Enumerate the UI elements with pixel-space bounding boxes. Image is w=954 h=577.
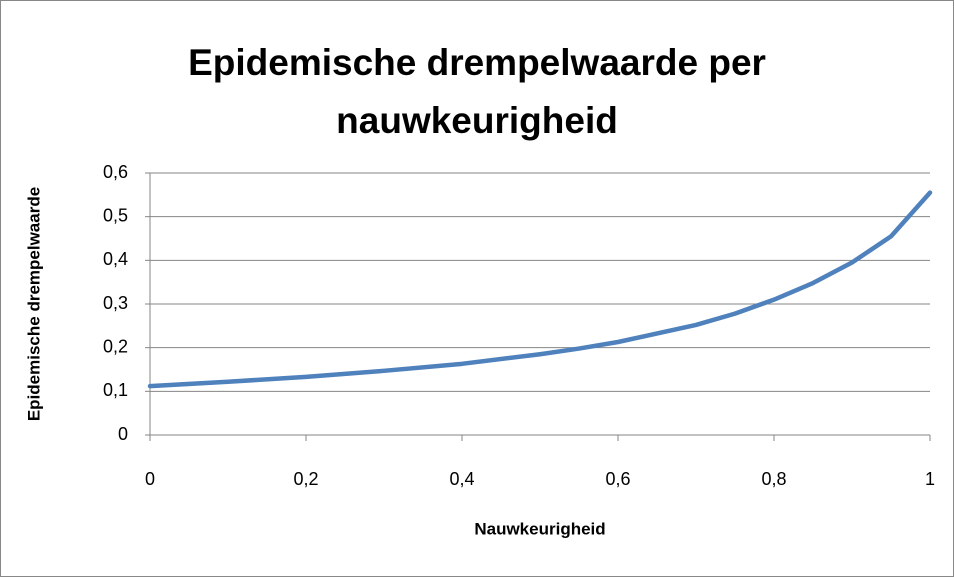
- y-tick-label: 0: [118, 424, 128, 444]
- y-tick-label: 0,5: [103, 205, 128, 225]
- x-axis-title: Nauwkeurigheid: [474, 519, 605, 538]
- y-tick-label: 0,2: [103, 336, 128, 356]
- y-tick-label: 0,6: [103, 162, 128, 182]
- y-tick-label: 0,3: [103, 293, 128, 313]
- x-tick-label: 1: [925, 469, 935, 489]
- x-tick-label: 0,6: [605, 469, 630, 489]
- x-tick-label: 0,8: [761, 469, 786, 489]
- y-tick-label: 0,4: [103, 249, 128, 269]
- y-tick-label: 0,1: [103, 380, 128, 400]
- y-axis-title: Epidemische drempelwaarde: [24, 187, 43, 421]
- data-line: [147, 190, 933, 389]
- x-tick-label: 0,2: [293, 469, 318, 489]
- x-tick-label: 0,4: [449, 469, 474, 489]
- x-tick-label: 0: [145, 469, 155, 489]
- chart-title: Epidemische drempelwaarde per nauwkeurig…: [188, 42, 766, 141]
